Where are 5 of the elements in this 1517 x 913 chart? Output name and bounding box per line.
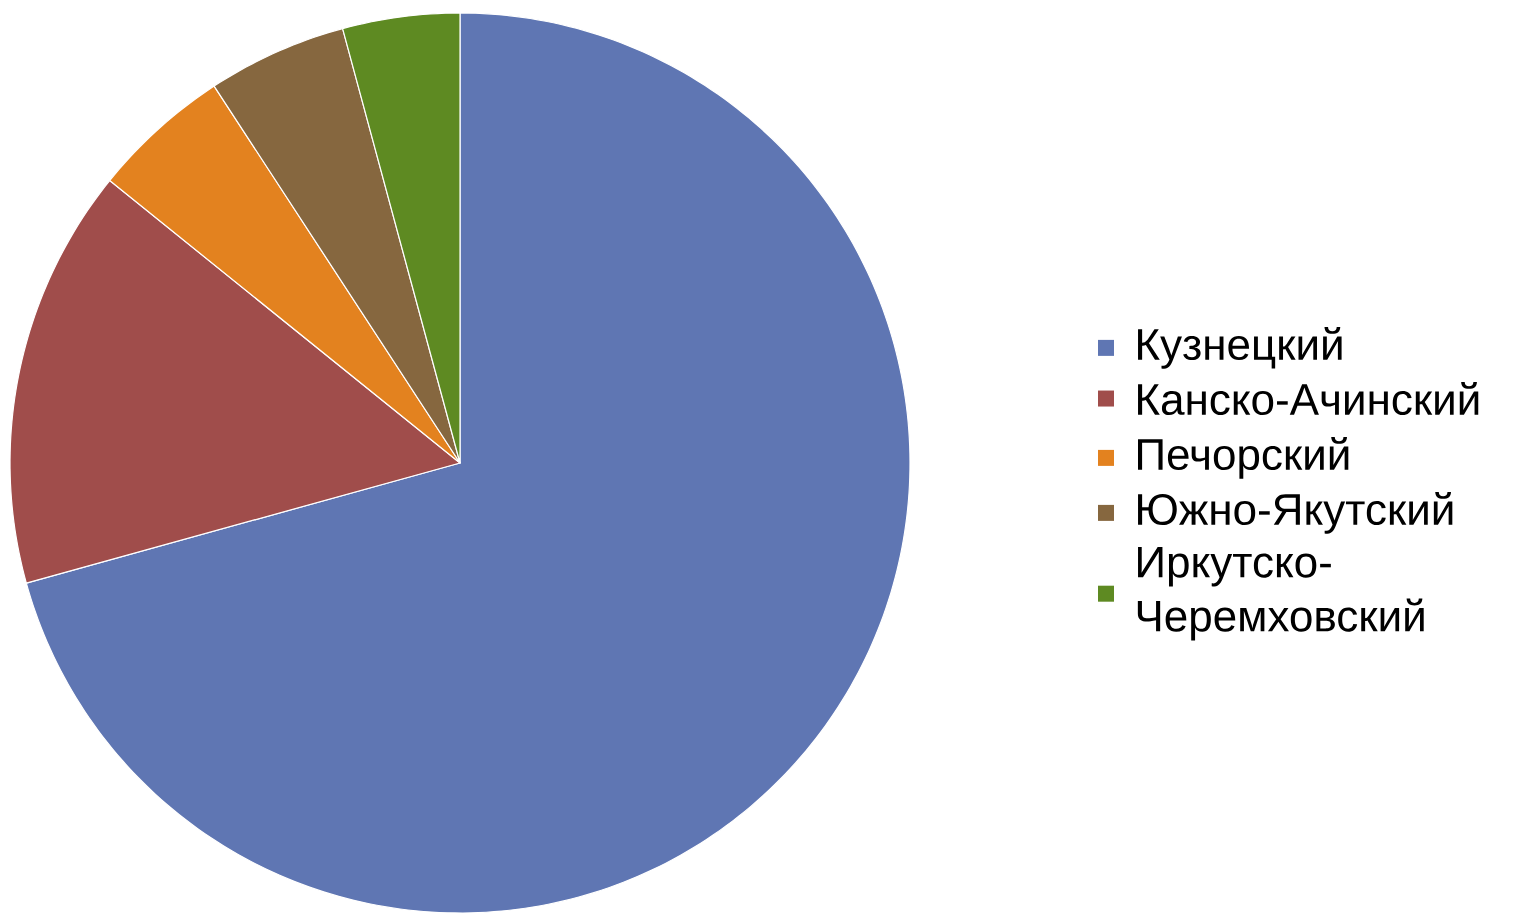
legend-label: Южно-Якутский [1138,491,1453,534]
legend-label: Печорский [1138,436,1349,479]
legend-label: Иркутско-Черемховский [1137,546,1424,641]
legend-label: Канско-Ачинский [1138,381,1479,416]
legend-label: Кузнецкий [1138,326,1342,369]
